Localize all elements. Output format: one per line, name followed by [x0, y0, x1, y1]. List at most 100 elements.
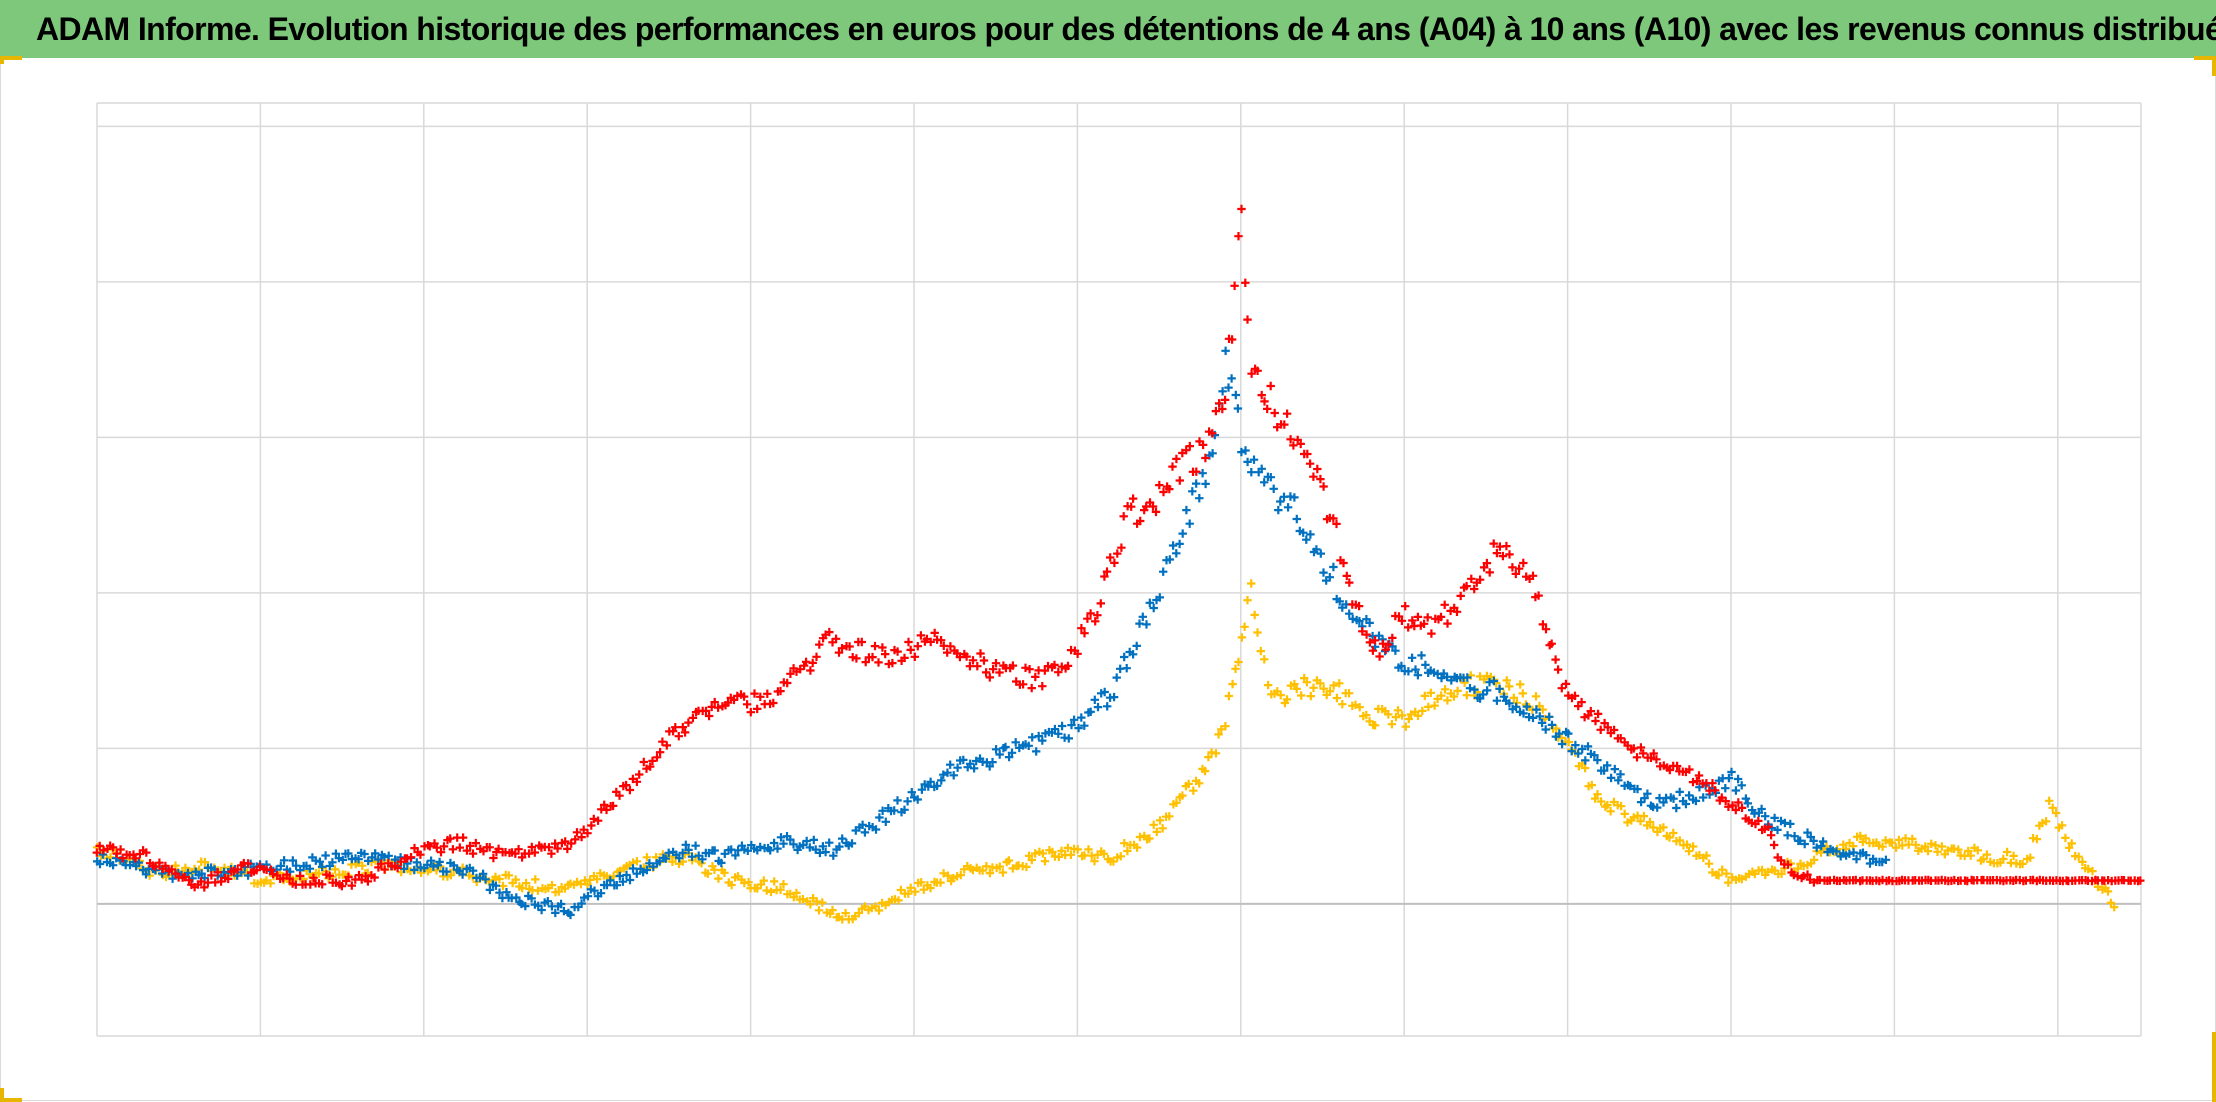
- series-1-point-370: [1302, 535, 1311, 544]
- series-2-point-62: [295, 871, 305, 881]
- series-2-point-102: [425, 842, 434, 851]
- series-1-point-428: [1492, 696, 1502, 705]
- series-1-point-86: [374, 855, 383, 864]
- series-1-point-294: [1054, 729, 1063, 738]
- series-1-point-75: [338, 855, 347, 865]
- series-0-point-126: [504, 871, 513, 880]
- series-2-point-198: [739, 692, 749, 701]
- series-1-point-70: [321, 851, 330, 860]
- series-1-point-471: [1633, 784, 1642, 794]
- series-0-point-610: [2088, 866, 2097, 876]
- series-0-point-347: [1228, 679, 1237, 689]
- series-2-point-345: [1220, 395, 1230, 405]
- series-2-point-343: [1214, 399, 1224, 408]
- series-2-point-368: [1296, 439, 1305, 449]
- series-2-point-240: [878, 643, 887, 652]
- series-1-point-455: [1581, 756, 1590, 765]
- series-2-point-151: [587, 821, 596, 830]
- series-1-point-180: [681, 840, 690, 849]
- corner-mark-top-left-v: [0, 56, 4, 64]
- series-0-point-487: [1684, 847, 1694, 856]
- series-0-point-458: [1590, 794, 1600, 803]
- series-2-point-71: [325, 871, 334, 880]
- series-2-point-283: [1018, 680, 1028, 689]
- series-2-point-180: [680, 728, 690, 737]
- series-1-point-434: [1511, 702, 1521, 711]
- series-2-point-448: [1557, 684, 1566, 693]
- series-2-point-445: [1547, 639, 1556, 648]
- series-2-point-338: [1198, 440, 1208, 450]
- series-1-point-345: [1221, 346, 1230, 355]
- series-0-point-606: [2074, 852, 2083, 861]
- series-2-point-365: [1286, 435, 1295, 444]
- series-0-point-413: [1443, 696, 1452, 705]
- series-2-point-75: [337, 882, 347, 891]
- series-1-point-500: [1727, 767, 1736, 777]
- series-2-point-470: [1629, 744, 1638, 753]
- series-1-point-473: [1640, 793, 1649, 803]
- series-1-point-509: [1757, 804, 1766, 814]
- series-1-point-510: [1761, 812, 1770, 821]
- series-0-point-460: [1596, 797, 1606, 806]
- series-0-point-598: [2048, 803, 2057, 812]
- series-2-point-228: [837, 644, 847, 653]
- series-0-point-482: [1669, 828, 1678, 838]
- gridlines: [96, 102, 2142, 1037]
- series-2-point-217: [801, 657, 811, 666]
- series-2-point-336: [1192, 467, 1201, 476]
- series-2-point-413: [1443, 619, 1452, 628]
- series-2-point-165: [632, 777, 642, 786]
- series-0-point-597: [2045, 796, 2054, 805]
- series-1-point-526: [1812, 843, 1821, 852]
- series-0-point-209: [776, 885, 785, 894]
- series-0-point-366: [1290, 679, 1299, 689]
- series-0-point-386: [1355, 703, 1364, 712]
- series-1-point-344: [1218, 387, 1227, 396]
- series-1-point-366: [1290, 493, 1299, 502]
- series-2-point-99: [416, 850, 425, 859]
- series-2-point-271: [979, 656, 989, 665]
- series-2-point-476: [1649, 749, 1658, 758]
- series-2-point-66: [309, 873, 318, 882]
- series-2-point-383: [1345, 578, 1354, 587]
- series-2-point-473: [1639, 749, 1648, 758]
- series-2-point-238: [870, 641, 880, 651]
- series-0-point-569: [1954, 845, 1963, 854]
- series-2-point-523: [1803, 870, 1812, 879]
- series-2-point-425: [1482, 558, 1492, 568]
- series-0-point-381: [1338, 700, 1347, 709]
- series-1-point-77: [344, 849, 353, 858]
- series-0-point-323: [1149, 820, 1158, 829]
- series-1-point-541: [1862, 851, 1871, 860]
- series-1-point-304: [1086, 707, 1095, 716]
- series-0-point-332: [1178, 791, 1187, 800]
- series-0-point-555: [1908, 834, 1917, 844]
- series-0-point-324: [1152, 827, 1161, 837]
- series-1-point-336: [1192, 479, 1201, 488]
- series-1-point-329: [1168, 541, 1178, 550]
- series-2-point-182: [688, 713, 698, 723]
- series-2-point-219: [808, 658, 817, 668]
- series-0-point-295: [1057, 846, 1066, 855]
- series-1-point-65: [305, 864, 315, 873]
- series-1-point-461: [1599, 766, 1609, 775]
- series-1-point-145: [566, 910, 575, 920]
- series-0-point-298: [1066, 850, 1076, 859]
- series-0-point-467: [1620, 809, 1629, 819]
- series-0-point-397: [1391, 712, 1401, 722]
- series-0-point-134: [531, 875, 540, 884]
- series-2-point-428: [1492, 548, 1502, 558]
- series-1-point-119: [481, 875, 490, 884]
- series-0-point-249: [906, 883, 915, 892]
- series-1-point-261: [946, 760, 955, 769]
- series-1-point-300: [1074, 723, 1083, 733]
- series-1-point-80: [354, 855, 363, 864]
- series-1-point-138: [543, 897, 552, 906]
- series-1-point-427: [1489, 676, 1499, 686]
- series-1-point-297: [1064, 734, 1073, 743]
- series-0-point-617: [2110, 903, 2119, 912]
- series-0-point-345: [1221, 722, 1230, 731]
- series-0-point-194: [727, 880, 736, 890]
- series-1-point-252: [917, 785, 927, 794]
- series-2-point-21: [161, 861, 170, 871]
